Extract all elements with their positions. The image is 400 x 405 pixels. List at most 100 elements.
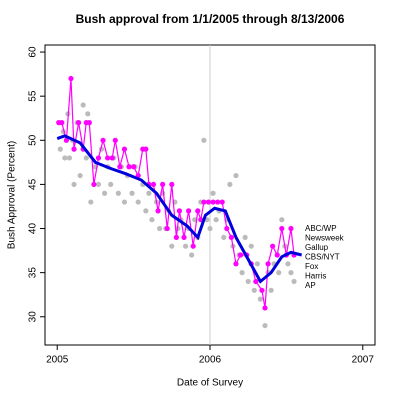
point <box>146 190 152 196</box>
point <box>186 208 192 214</box>
y-axis-label: Bush Approval (Percent) <box>7 141 18 249</box>
point <box>169 243 175 249</box>
point <box>101 190 108 196</box>
point <box>285 261 291 267</box>
point <box>195 208 201 214</box>
point <box>126 164 132 170</box>
point <box>237 252 244 258</box>
point <box>213 217 219 223</box>
point <box>176 208 183 214</box>
point <box>201 137 207 143</box>
x-axis-label: Date of Survey <box>177 378 243 389</box>
point <box>233 172 239 179</box>
y-tick-label: 45 <box>28 178 39 190</box>
point <box>150 181 157 188</box>
point <box>62 155 68 161</box>
point <box>262 322 268 329</box>
point <box>279 217 285 223</box>
point <box>91 181 97 188</box>
point <box>270 243 276 249</box>
point <box>109 155 115 161</box>
point <box>253 278 259 285</box>
trend-line <box>56 134 303 284</box>
point <box>95 155 102 161</box>
point <box>215 199 221 205</box>
point <box>155 208 161 214</box>
y-tick-label: 60 <box>28 46 39 58</box>
point <box>219 199 225 205</box>
point <box>262 305 268 311</box>
y-tick-label: 30 <box>28 311 39 323</box>
poll-label: ABC/WP <box>305 224 337 233</box>
point <box>76 120 82 126</box>
point <box>143 146 149 152</box>
point <box>279 225 285 232</box>
point <box>160 181 166 188</box>
point <box>143 208 149 214</box>
point <box>181 234 187 240</box>
point <box>86 120 92 126</box>
point <box>254 261 260 267</box>
point <box>242 234 248 240</box>
point <box>129 190 135 196</box>
point <box>205 199 212 205</box>
point <box>121 146 128 152</box>
point <box>239 270 245 276</box>
poll-label: Newsweek <box>305 234 345 243</box>
point <box>201 199 207 205</box>
point <box>135 199 141 205</box>
point <box>149 217 155 223</box>
point <box>210 199 216 205</box>
chart-title: Bush approval from 1/1/2005 through 8/13… <box>76 12 345 26</box>
poll-label: CBS/NYT <box>305 253 340 262</box>
poll-label: Harris <box>305 272 326 281</box>
point <box>221 234 227 240</box>
point <box>245 278 251 285</box>
point <box>276 270 282 276</box>
point <box>189 252 195 258</box>
series-line <box>58 78 295 309</box>
point <box>257 296 264 302</box>
point <box>105 155 111 161</box>
point <box>173 234 179 240</box>
point <box>268 287 274 293</box>
point <box>228 234 234 240</box>
y-tick-label: 50 <box>28 134 39 146</box>
point <box>190 243 196 249</box>
point <box>182 243 189 249</box>
point <box>71 146 77 152</box>
point <box>251 287 257 293</box>
point <box>274 252 280 258</box>
point <box>259 287 265 293</box>
point <box>100 137 106 143</box>
x-tick-label: 2005 <box>46 355 69 366</box>
point <box>68 75 74 82</box>
point <box>83 155 89 161</box>
x-tick-label: 2006 <box>199 355 222 366</box>
point <box>77 172 83 179</box>
point <box>121 199 128 205</box>
point <box>112 137 118 143</box>
point <box>265 261 271 267</box>
point <box>131 164 137 170</box>
point <box>59 120 65 126</box>
point <box>164 225 170 232</box>
point <box>169 181 175 188</box>
point <box>85 111 91 117</box>
point <box>210 190 216 196</box>
point <box>115 190 121 196</box>
point <box>108 181 114 188</box>
point <box>63 137 69 143</box>
poll-label: Gallup <box>305 243 329 252</box>
point <box>288 225 294 232</box>
point <box>291 278 297 285</box>
point <box>57 146 63 152</box>
point <box>224 225 230 232</box>
point <box>248 243 254 249</box>
point <box>288 270 294 276</box>
y-tick-label: 35 <box>28 267 39 279</box>
point <box>117 164 123 170</box>
point <box>71 181 77 188</box>
point <box>207 225 213 232</box>
